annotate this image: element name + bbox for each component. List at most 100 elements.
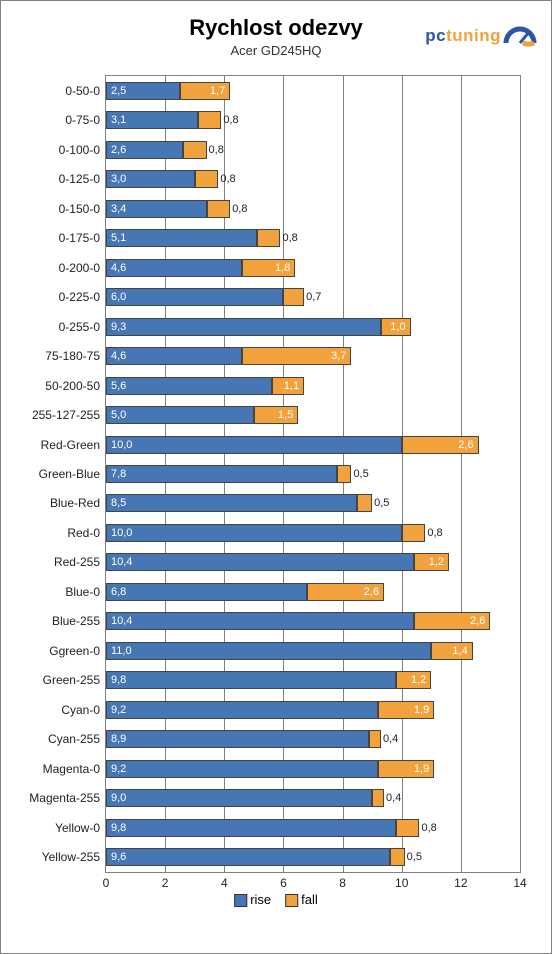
bar-row: Magenta-2559,00,4	[106, 784, 520, 813]
bar-rise: 9,8	[106, 819, 396, 837]
bar-fall: 0,5	[337, 465, 352, 483]
bar-value-rise: 9,2	[111, 704, 126, 716]
x-tick-label: 8	[339, 876, 346, 890]
bar-value-fall: 1,2	[429, 556, 444, 568]
bar-fall: 0,5	[357, 494, 372, 512]
category-label: 0-50-0	[65, 84, 106, 98]
bar-row: 255-127-2555,01,5	[106, 400, 520, 429]
bar-value-fall: 0,8	[229, 203, 247, 215]
bar-value-rise: 10,4	[111, 556, 132, 568]
bar-row: 0-255-09,31,0	[106, 312, 520, 341]
bar-value-fall: 2,6	[364, 586, 379, 598]
category-label: 75-180-75	[45, 349, 106, 363]
bar-row: 0-150-03,40,8	[106, 194, 520, 223]
category-label: Blue-255	[52, 614, 106, 628]
bar-fall: 2,6	[414, 612, 491, 630]
bar-fall: 0,8	[257, 229, 281, 247]
bar-value-fall: 0,7	[303, 291, 321, 303]
category-label: Yellow-255	[42, 850, 106, 864]
bar-rise: 10,4	[106, 612, 414, 630]
bar-value-rise: 11,0	[111, 645, 132, 657]
bar-row: Blue-06,82,6	[106, 577, 520, 606]
bar-value-fall: 2,6	[458, 439, 473, 451]
bar-row: 75-180-754,63,7	[106, 341, 520, 370]
category-label: Blue-Red	[50, 496, 106, 510]
category-label: Magenta-0	[43, 762, 106, 776]
bar-fall: 2,6	[402, 436, 479, 454]
bar-value-fall: 0,5	[371, 497, 389, 509]
category-label: Magenta-255	[29, 791, 106, 805]
bar-row: Red-010,00,8	[106, 518, 520, 547]
bar-fall: 0,8	[402, 524, 426, 542]
bar-rise: 7,8	[106, 465, 337, 483]
bar-value-fall: 0,8	[418, 822, 436, 834]
bar-fall: 1,5	[254, 406, 298, 424]
bar-value-rise: 5,0	[111, 409, 126, 421]
bar-value-fall: 0,5	[404, 851, 422, 863]
bar-value-fall: 0,8	[206, 144, 224, 156]
bar-value-fall: 1,8	[275, 262, 290, 274]
bar-row: 0-225-06,00,7	[106, 282, 520, 311]
category-label: 0-125-0	[59, 172, 106, 186]
category-label: 255-127-255	[32, 408, 106, 422]
bar-value-fall: 0,4	[383, 792, 401, 804]
bar-row: 0-75-03,10,8	[106, 105, 520, 134]
brand-logo-text: pctuning	[425, 26, 501, 46]
category-label: 0-175-0	[59, 231, 106, 245]
bar-fall: 0,8	[183, 141, 207, 159]
bar-value-rise: 3,4	[111, 203, 126, 215]
bar-fall: 0,5	[390, 848, 405, 866]
brand-logo: pctuning	[425, 19, 537, 53]
bar-fall: 0,8	[207, 200, 231, 218]
bar-value-rise: 9,6	[111, 851, 126, 863]
x-tick-label: 10	[395, 876, 408, 890]
category-label: Cyan-0	[61, 703, 106, 717]
category-label: 50-200-50	[45, 379, 106, 393]
category-label: Cyan-255	[48, 732, 106, 746]
bar-value-fall: 0,8	[220, 114, 238, 126]
bar-fall: 3,7	[242, 347, 351, 365]
bar-value-rise: 10,0	[111, 527, 132, 539]
bar-rise: 3,1	[106, 111, 198, 129]
bar-fall: 1,7	[180, 82, 230, 100]
bar-rise: 2,5	[106, 82, 180, 100]
bar-value-fall: 1,4	[452, 645, 467, 657]
category-label: Ggreen-0	[49, 644, 106, 658]
bar-row: 0-175-05,10,8	[106, 223, 520, 252]
bar-value-fall: 0,5	[350, 468, 368, 480]
bar-rise: 6,0	[106, 288, 283, 306]
bar-value-fall: 1,2	[411, 674, 426, 686]
category-label: 0-200-0	[59, 261, 106, 275]
category-label: Yellow-0	[55, 821, 106, 835]
bar-rise: 4,6	[106, 259, 242, 277]
bar-rise: 5,6	[106, 377, 272, 395]
bar-value-rise: 9,8	[111, 674, 126, 686]
bar-fall: 0,8	[195, 170, 219, 188]
bar-rise: 3,4	[106, 200, 207, 218]
category-label: 0-100-0	[59, 143, 106, 157]
legend-item: rise	[234, 892, 271, 907]
category-label: Green-Blue	[39, 467, 106, 481]
bar-row: Yellow-09,80,8	[106, 813, 520, 842]
bar-rise: 9,2	[106, 760, 378, 778]
bar-fall: 1,2	[414, 553, 449, 571]
bar-value-fall: 1,0	[390, 321, 405, 333]
bar-row: 0-50-02,51,7	[106, 76, 520, 105]
bar-fall: 0,8	[396, 819, 420, 837]
x-tick-label: 12	[454, 876, 467, 890]
bar-value-rise: 7,8	[111, 468, 126, 480]
bar-value-fall: 1,7	[210, 85, 225, 97]
bar-value-rise: 6,0	[111, 291, 126, 303]
x-tick-label: 6	[280, 876, 287, 890]
bar-fall: 1,4	[431, 642, 472, 660]
category-label: 0-75-0	[65, 113, 106, 127]
bar-value-rise: 3,1	[111, 114, 126, 126]
bar-row: 50-200-505,61,1	[106, 371, 520, 400]
bar-row: Ggreen-011,01,4	[106, 636, 520, 665]
bar-row: Magenta-09,21,9	[106, 754, 520, 783]
bar-row: Yellow-2559,60,5	[106, 843, 520, 872]
bar-row: 0-200-04,61,8	[106, 253, 520, 282]
bar-rise: 8,5	[106, 494, 357, 512]
bar-value-rise: 10,4	[111, 615, 132, 627]
bar-value-fall: 0,8	[279, 232, 297, 244]
